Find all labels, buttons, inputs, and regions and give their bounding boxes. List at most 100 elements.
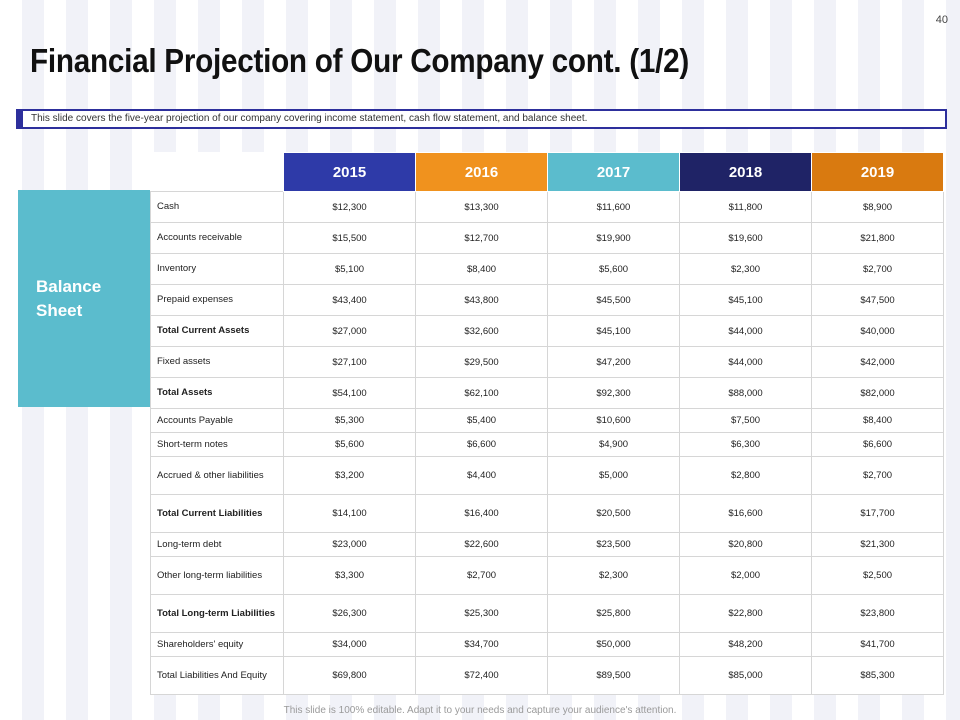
table-row: Total Current Assets $27,000 $32,600 $45,10… xyxy=(150,315,944,347)
cell-value-2015: $5,600 xyxy=(283,432,416,457)
cell-value-2019: $42,000 xyxy=(811,346,944,378)
table-row: Accounts Payable $5,300 $5,400 $10,600 $7,50… xyxy=(150,408,944,433)
cell-value-2018: $48,200 xyxy=(679,632,812,657)
cell-value-2017: $19,900 xyxy=(547,222,680,254)
cell-value-2015: $14,100 xyxy=(283,494,416,533)
cell-value-2016: $4,400 xyxy=(415,456,548,495)
cell-value-2015: $3,200 xyxy=(283,456,416,495)
table-row: Total Current Liabilities $14,100 $16,400 $… xyxy=(150,494,944,533)
cell-value-2019: $85,300 xyxy=(811,656,944,695)
cell-value-2018: $85,000 xyxy=(679,656,812,695)
cell-value-2016: $8,400 xyxy=(415,253,548,285)
cell-value-2017: $11,600 xyxy=(547,191,680,223)
row-label: Long-term debt xyxy=(150,532,284,557)
cell-value-2018: $88,000 xyxy=(679,377,812,409)
cell-value-2015: $69,800 xyxy=(283,656,416,695)
cell-value-2017: $2,300 xyxy=(547,556,680,595)
table-row: Total Long-term Liabilities $26,300 $25,30… xyxy=(150,594,944,633)
table-row: Short-term notes $5,600 $6,600 $4,900 $6,300… xyxy=(150,432,944,457)
table-row: Shareholders' equity $34,000 $34,700 $50,00… xyxy=(150,632,944,657)
cell-value-2019: $41,700 xyxy=(811,632,944,657)
cell-value-2018: $2,800 xyxy=(679,456,812,495)
cell-value-2019: $21,300 xyxy=(811,532,944,557)
cell-value-2016: $2,700 xyxy=(415,556,548,595)
cell-value-2015: $54,100 xyxy=(283,377,416,409)
cell-value-2016: $34,700 xyxy=(415,632,548,657)
subtitle-bar: This slide covers the five-year projecti… xyxy=(16,109,947,129)
row-label: Cash xyxy=(150,191,284,223)
row-label: Total Current Liabilities xyxy=(150,494,284,533)
cell-value-2016: $5,400 xyxy=(415,408,548,433)
cell-value-2016: $22,600 xyxy=(415,532,548,557)
cell-value-2015: $3,300 xyxy=(283,556,416,595)
cell-value-2018: $7,500 xyxy=(679,408,812,433)
table-row: Total Assets $54,100 $62,100 $92,300 $88,000… xyxy=(150,377,944,409)
cell-value-2017: $4,900 xyxy=(547,432,680,457)
year-header-2019: 2019 xyxy=(811,152,944,192)
year-header-2018: 2018 xyxy=(679,152,812,192)
cell-value-2017: $45,500 xyxy=(547,284,680,316)
page-number: 40 xyxy=(935,14,948,26)
cell-value-2017: $47,200 xyxy=(547,346,680,378)
year-header-2016: 2016 xyxy=(415,152,548,192)
cell-value-2015: $43,400 xyxy=(283,284,416,316)
table-row: Total Liabilities And Equity $69,800 $72,4… xyxy=(150,656,944,695)
cell-value-2016: $29,500 xyxy=(415,346,548,378)
row-label: Accounts Payable xyxy=(150,408,284,433)
cell-value-2016: $62,100 xyxy=(415,377,548,409)
footer-note: This slide is 100% editable. Adapt it to… xyxy=(283,705,677,716)
cell-value-2018: $2,000 xyxy=(679,556,812,595)
cell-value-2019: $21,800 xyxy=(811,222,944,254)
header-corner xyxy=(151,153,284,192)
table-row: Other long-term liabilities $3,300 $2,700 $… xyxy=(150,556,944,595)
cell-value-2017: $20,500 xyxy=(547,494,680,533)
cell-value-2017: $50,000 xyxy=(547,632,680,657)
row-label: Inventory xyxy=(150,253,284,285)
cell-value-2019: $23,800 xyxy=(811,594,944,633)
section-label: Balance Sheet xyxy=(36,276,102,320)
cell-value-2017: $25,800 xyxy=(547,594,680,633)
cell-value-2016: $16,400 xyxy=(415,494,548,533)
table-row: Inventory $5,100 $8,400 $5,600 $2,300 $2,700 xyxy=(150,253,944,285)
cell-value-2019: $8,400 xyxy=(811,408,944,433)
cell-value-2016: $6,600 xyxy=(415,432,548,457)
year-header-2017: 2017 xyxy=(547,152,680,192)
cell-value-2019: $40,000 xyxy=(811,315,944,347)
cell-value-2019: $2,500 xyxy=(811,556,944,595)
cell-value-2018: $22,800 xyxy=(679,594,812,633)
row-label: Accrued & other liabilities xyxy=(150,456,284,495)
cell-value-2016: $72,400 xyxy=(415,656,548,695)
cell-value-2016: $43,800 xyxy=(415,284,548,316)
cell-value-2015: $26,300 xyxy=(283,594,416,633)
row-label: Short-term notes xyxy=(150,432,284,457)
cell-value-2018: $44,000 xyxy=(679,315,812,347)
cell-value-2015: $27,000 xyxy=(283,315,416,347)
page-title: Financial Projection of Our Company cont… xyxy=(30,42,689,79)
cell-value-2017: $5,600 xyxy=(547,253,680,285)
cell-value-2015: $5,100 xyxy=(283,253,416,285)
cell-value-2016: $13,300 xyxy=(415,191,548,223)
cell-value-2017: $89,500 xyxy=(547,656,680,695)
row-label: Prepaid expenses xyxy=(150,284,284,316)
cell-value-2016: $32,600 xyxy=(415,315,548,347)
cell-value-2015: $27,100 xyxy=(283,346,416,378)
table-body: Cash $12,300 $13,300 $11,600 $11,800 $8,900 Ac… xyxy=(150,191,944,695)
table-row: Accrued & other liabilities $3,200 $4,400 $… xyxy=(150,456,944,495)
row-label: Fixed assets xyxy=(150,346,284,378)
cell-value-2016: $25,300 xyxy=(415,594,548,633)
table-row: Prepaid expenses $43,400 $43,800 $45,500 $45… xyxy=(150,284,944,316)
cell-value-2015: $23,000 xyxy=(283,532,416,557)
cell-value-2019: $17,700 xyxy=(811,494,944,533)
cell-value-2017: $45,100 xyxy=(547,315,680,347)
cell-value-2017: $5,000 xyxy=(547,456,680,495)
balance-sheet-table: 2015 2016 2017 2018 2019 Cash $12,300 $13,… xyxy=(150,152,944,695)
cell-value-2019: $82,000 xyxy=(811,377,944,409)
cell-value-2018: $44,000 xyxy=(679,346,812,378)
cell-value-2018: $16,600 xyxy=(679,494,812,533)
cell-value-2018: $11,800 xyxy=(679,191,812,223)
row-label: Total Current Assets xyxy=(150,315,284,347)
year-header-row: 2015 2016 2017 2018 2019 xyxy=(151,152,944,192)
cell-value-2019: $8,900 xyxy=(811,191,944,223)
table-row: Long-term debt $23,000 $22,600 $23,500 $20,8… xyxy=(150,532,944,557)
cell-value-2018: $6,300 xyxy=(679,432,812,457)
